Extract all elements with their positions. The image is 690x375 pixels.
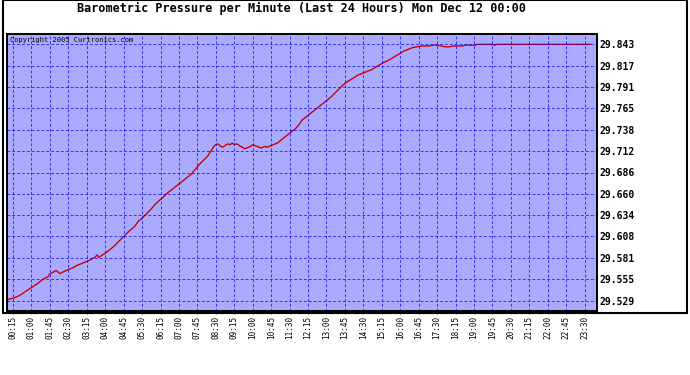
- Text: Copyright 2005 Curtronics.com: Copyright 2005 Curtronics.com: [10, 36, 133, 42]
- Text: Barometric Pressure per Minute (Last 24 Hours) Mon Dec 12 00:00: Barometric Pressure per Minute (Last 24 …: [77, 2, 526, 15]
